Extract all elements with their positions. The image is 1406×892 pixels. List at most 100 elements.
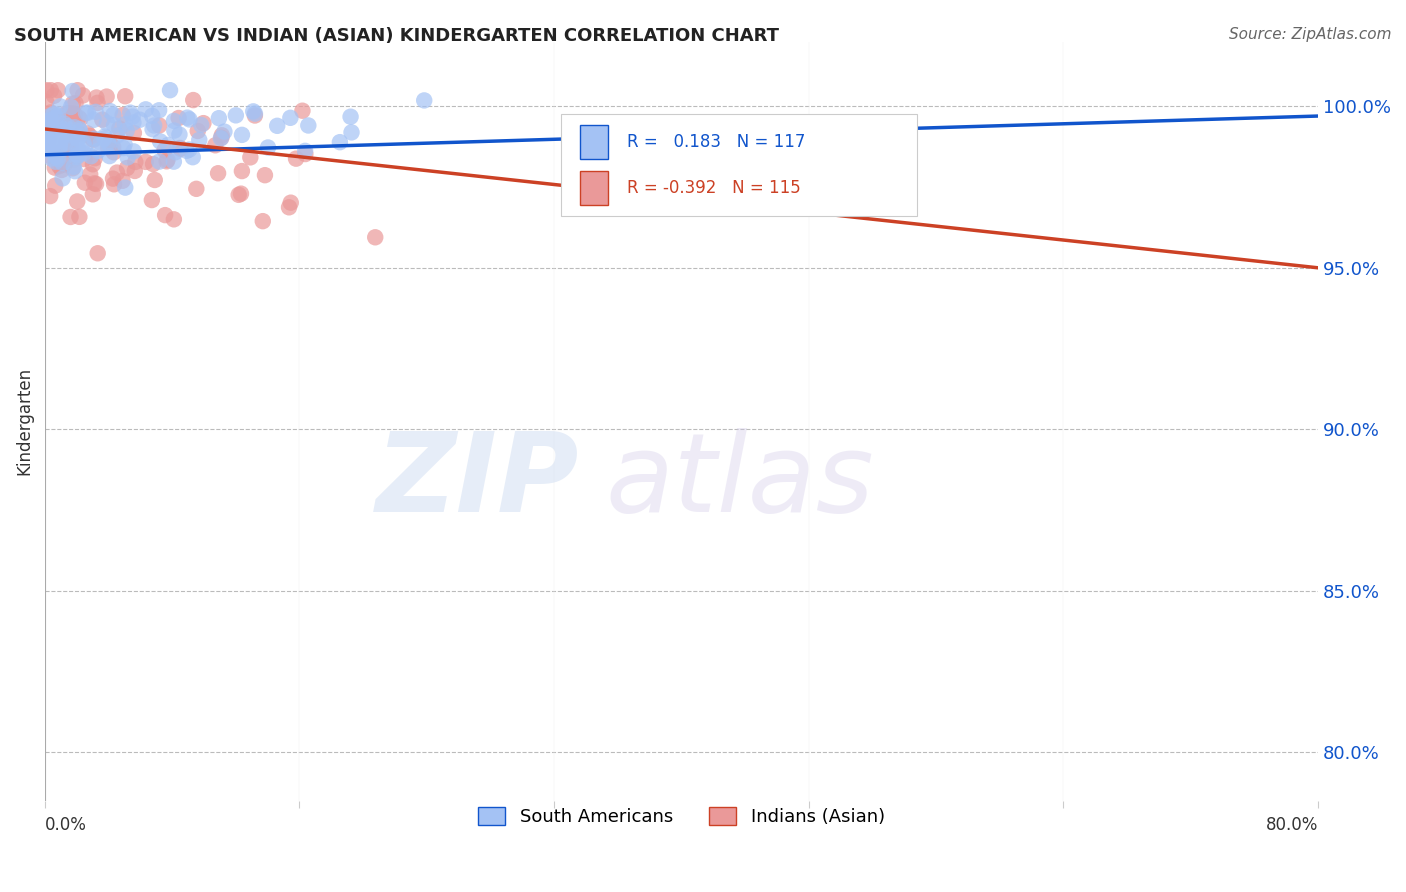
Point <box>42 88 65 103</box>
Text: ZIP: ZIP <box>377 428 579 535</box>
Point <box>66 194 89 209</box>
Point <box>60 144 83 158</box>
Point <box>122 115 145 129</box>
Point <box>83 177 105 191</box>
Point <box>266 119 288 133</box>
Point <box>103 145 125 160</box>
Point <box>79 128 101 143</box>
Point <box>186 182 208 196</box>
Point <box>294 144 316 158</box>
Text: R =   0.183   N = 117: R = 0.183 N = 117 <box>627 133 806 152</box>
Point <box>190 118 212 132</box>
Point <box>156 153 179 167</box>
Point <box>51 133 73 147</box>
Point <box>103 108 125 122</box>
Point <box>105 165 128 179</box>
Point <box>65 96 87 111</box>
Point <box>66 141 89 155</box>
Point <box>84 177 107 191</box>
Point <box>280 195 302 210</box>
Point <box>73 146 96 161</box>
Point <box>67 122 90 136</box>
Point <box>80 149 103 163</box>
Point <box>98 149 121 163</box>
Point <box>280 111 302 125</box>
Point <box>135 154 157 169</box>
Point <box>90 136 112 150</box>
Point <box>42 107 65 121</box>
Point <box>60 100 83 114</box>
Point <box>285 152 308 166</box>
Point <box>59 210 82 224</box>
Point <box>38 133 60 147</box>
Point <box>413 94 436 108</box>
Legend: South Americans, Indians (Asian): South Americans, Indians (Asian) <box>471 799 891 833</box>
Point <box>39 189 62 203</box>
Point <box>82 133 104 147</box>
Point <box>339 110 361 124</box>
Point <box>44 136 66 150</box>
Point <box>112 141 135 155</box>
Point <box>111 108 134 122</box>
Point <box>67 210 90 224</box>
Point <box>63 120 86 135</box>
Point <box>58 106 80 120</box>
Point <box>83 132 105 146</box>
Point <box>55 136 77 150</box>
Point <box>148 154 170 169</box>
Point <box>124 155 146 169</box>
Point <box>48 140 70 154</box>
Point <box>60 141 83 155</box>
Point <box>188 133 211 147</box>
Point <box>63 107 86 121</box>
Point <box>97 136 120 150</box>
Point <box>96 116 118 130</box>
Point <box>37 143 59 157</box>
Point <box>98 137 121 152</box>
Point <box>97 141 120 155</box>
FancyBboxPatch shape <box>579 170 607 205</box>
Point <box>176 111 198 125</box>
Point <box>51 163 73 178</box>
Point <box>82 132 104 146</box>
Point <box>44 161 66 175</box>
Point <box>66 126 89 140</box>
Point <box>62 112 84 126</box>
Text: 80.0%: 80.0% <box>1265 816 1319 834</box>
Point <box>121 110 143 124</box>
Point <box>242 104 264 119</box>
Point <box>38 113 60 128</box>
Point <box>35 133 58 147</box>
Point <box>35 95 58 110</box>
Text: R = -0.392   N = 115: R = -0.392 N = 115 <box>627 179 800 197</box>
Point <box>52 122 75 136</box>
Point <box>41 152 63 166</box>
Point <box>124 164 146 178</box>
Point <box>66 149 89 163</box>
Point <box>39 115 62 129</box>
Point <box>155 154 177 169</box>
Point <box>228 187 250 202</box>
Point <box>62 153 84 167</box>
Point <box>59 139 82 153</box>
Point <box>38 149 60 163</box>
Point <box>231 164 253 178</box>
Point <box>62 161 84 176</box>
Point <box>143 173 166 187</box>
Point <box>69 124 91 138</box>
Point <box>82 187 104 202</box>
Point <box>209 130 232 145</box>
Point <box>67 129 90 144</box>
Point <box>39 127 62 141</box>
Point <box>46 108 69 122</box>
Point <box>82 157 104 171</box>
Point <box>117 150 139 164</box>
Point <box>55 136 77 150</box>
Point <box>153 143 176 157</box>
Point <box>243 106 266 120</box>
Point <box>79 168 101 182</box>
Point <box>41 131 63 145</box>
Point <box>329 135 352 149</box>
Point <box>291 103 314 118</box>
Point <box>63 125 86 139</box>
